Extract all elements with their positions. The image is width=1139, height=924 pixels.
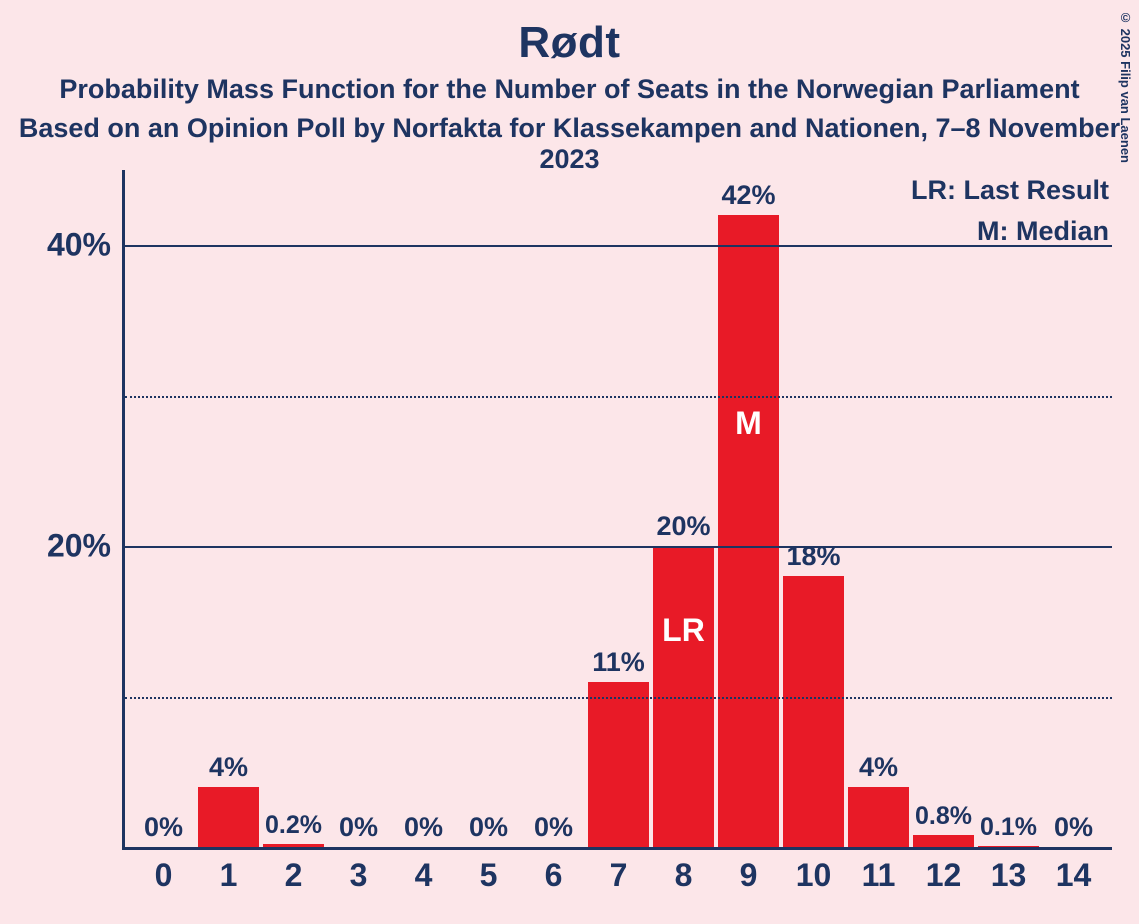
gridline: [125, 396, 1112, 398]
bar-value-label: 11%: [592, 647, 645, 682]
x-tick-label: 13: [976, 847, 1041, 894]
bar-value-label: 0.1%: [980, 813, 1037, 846]
x-tick-label: 1: [196, 847, 261, 894]
x-tick-label: 2: [261, 847, 326, 894]
bar: 18%: [783, 576, 844, 847]
bar-value-label: 0%: [469, 812, 508, 847]
x-tick-label: 6: [521, 847, 586, 894]
bar-slot: 0%: [521, 170, 586, 847]
bar-value-label: 0.2%: [265, 811, 322, 844]
page-title: Rødt: [0, 0, 1139, 68]
bar-value-label: 0%: [534, 812, 573, 847]
bar: 11%: [588, 682, 649, 847]
x-tick-label: 11: [846, 847, 911, 894]
bar-slot: 0%: [456, 170, 521, 847]
x-tick-label: 9: [716, 847, 781, 894]
x-axis-labels: 01234567891011121314: [125, 847, 1112, 894]
bar-value-label: 0%: [144, 812, 183, 847]
bar-value-label: 4%: [209, 752, 248, 787]
bar-slot: 11%: [586, 170, 651, 847]
bar: 0.8%: [913, 835, 974, 847]
copyright-label: © 2025 Filip van Laenen: [1118, 10, 1133, 163]
pmf-bar-chart: 0%4%0.2%0%0%0%0%11%20%LR42%M18%4%0.8%0.1…: [122, 170, 1112, 850]
bar-value-label: 0%: [404, 812, 443, 847]
bar: 4%: [198, 787, 259, 847]
gridline: [125, 697, 1112, 699]
bar-slot: 0.8%: [911, 170, 976, 847]
bar-slot: 0%: [326, 170, 391, 847]
bar-slot: 0%: [391, 170, 456, 847]
bar-value-label: 0%: [1054, 812, 1093, 847]
bar-value-label: 20%: [656, 511, 710, 546]
bar-inner-label: LR: [662, 612, 705, 649]
x-tick-label: 5: [456, 847, 521, 894]
x-tick-label: 7: [586, 847, 651, 894]
x-tick-label: 10: [781, 847, 846, 894]
x-tick-label: 14: [1041, 847, 1106, 894]
subtitle-line-1: Probability Mass Function for the Number…: [0, 74, 1139, 105]
x-tick-label: 8: [651, 847, 716, 894]
bar-slot: 4%: [846, 170, 911, 847]
bar-slot: 0.1%: [976, 170, 1041, 847]
bar-value-label: 0.8%: [915, 802, 972, 835]
bar: 42%M: [718, 215, 779, 847]
bar-slot: 18%: [781, 170, 846, 847]
bar-slot: 20% LR: [651, 170, 716, 847]
y-tick-label: 40%: [47, 227, 125, 264]
bar-value-label: 0%: [339, 812, 378, 847]
bar-slot: 0%: [1041, 170, 1106, 847]
x-tick-label: 3: [326, 847, 391, 894]
gridline: [125, 546, 1112, 548]
x-tick-label: 12: [911, 847, 976, 894]
bar-inner-label: M: [735, 405, 762, 442]
bar-slot: 0.2%: [261, 170, 326, 847]
x-tick-label: 4: [391, 847, 456, 894]
x-tick-label: 0: [131, 847, 196, 894]
subtitle-line-2: Based on an Opinion Poll by Norfakta for…: [0, 113, 1139, 175]
bar-value-label: 4%: [859, 752, 898, 787]
bar-slot: 4%: [196, 170, 261, 847]
y-tick-label: 20%: [47, 528, 125, 565]
bar-slot: 0%: [131, 170, 196, 847]
gridline: [125, 245, 1112, 247]
bar-slot: 42% M: [716, 170, 781, 847]
bar-value-label: 42%: [721, 180, 775, 215]
bars-container: 0%4%0.2%0%0%0%0%11%20%LR42%M18%4%0.8%0.1…: [125, 170, 1112, 847]
bar: 4%: [848, 787, 909, 847]
